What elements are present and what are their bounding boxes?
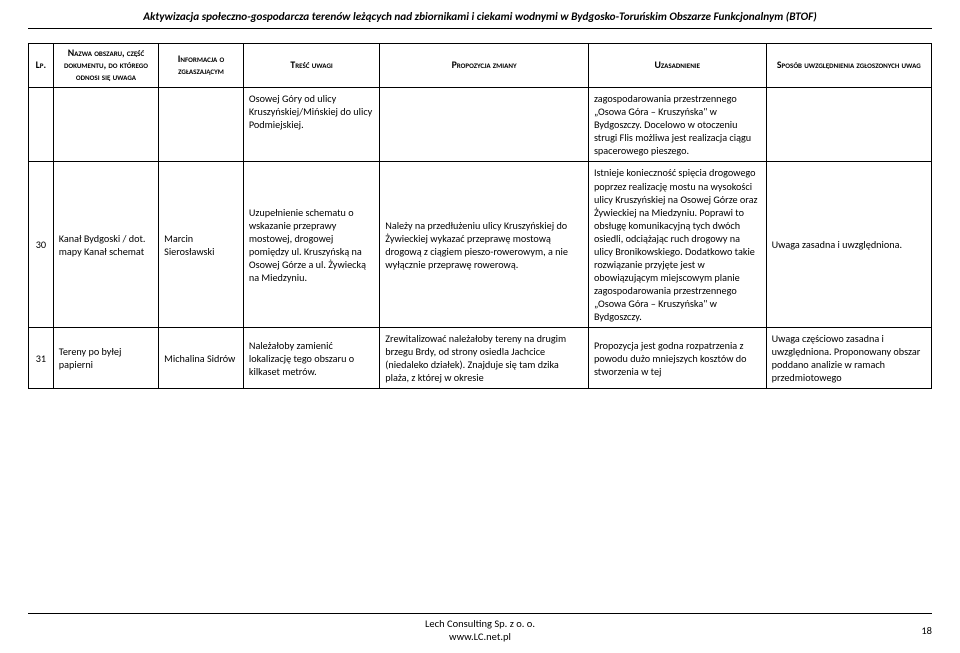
col-tresc: Treść uwagi (243, 44, 379, 88)
cell-nazwa: Kanał Bydgoski / dot. mapy Kanał schemat (53, 162, 158, 328)
cell-prop: Zrewitalizować należałoby tereny na drug… (380, 328, 589, 389)
table-row: Osowej Góry od ulicy Kruszyńskiej/Miński… (29, 88, 932, 162)
cell-info: Michalina Sidrów (159, 328, 244, 389)
col-nazwa: Nazwa obszaru, część dokumentu, do które… (53, 44, 158, 88)
cell-uzas: zagospodarowania przestrzennego „Osowa G… (588, 88, 766, 162)
table-header-row: Lp. Nazwa obszaru, część dokumentu, do k… (29, 44, 932, 88)
page: Aktywizacja społeczno-gospodarcza terenó… (0, 0, 960, 653)
cell-tresc: Należałoby zamienić lokalizację tego obs… (243, 328, 379, 389)
cell-nazwa: Tereny po byłej papierni (53, 328, 158, 389)
comments-table: Lp. Nazwa obszaru, część dokumentu, do k… (28, 43, 932, 389)
cell-nazwa (53, 88, 158, 162)
page-footer: Lech Consulting Sp. z o. o. www.LC.net.p… (0, 613, 960, 643)
cell-tresc: Osowej Góry od ulicy Kruszyńskiej/Miński… (243, 88, 379, 162)
page-number: 18 (921, 624, 932, 637)
table-row: 31 Tereny po byłej papierni Michalina Si… (29, 328, 932, 389)
document-title: Aktywizacja społeczno-gospodarcza terenó… (28, 10, 932, 29)
col-prop: Propozycja zmiany (380, 44, 589, 88)
cell-prop: Należy na przedłużeniu ulicy Kruszyńskie… (380, 162, 589, 328)
cell-sposob (766, 88, 931, 162)
footer-rule (28, 613, 932, 614)
col-sposob: Sposób uwzględnienia zgłoszonych uwag (766, 44, 931, 88)
cell-info (159, 88, 244, 162)
cell-lp: 31 (29, 328, 54, 389)
cell-sposob: Uwaga zasadna i uwzględniona. (766, 162, 931, 328)
cell-uzas: Propozycja jest godna rozpatrzenia z pow… (588, 328, 766, 389)
cell-tresc: Uzupełnienie schematu o wskazanie przepr… (243, 162, 379, 328)
footer-url: www.LC.net.pl (0, 630, 960, 643)
cell-uzas: Istnieje konieczność spięcia drogowego p… (588, 162, 766, 328)
col-uzas: Uzasadnienie (588, 44, 766, 88)
col-info: Informacja o zgłaszającym (159, 44, 244, 88)
cell-sposob: Uwaga częściowo zasadna i uwzględniona. … (766, 328, 931, 389)
cell-info: Marcin Sierosławski (159, 162, 244, 328)
cell-lp (29, 88, 54, 162)
cell-prop (380, 88, 589, 162)
cell-lp: 30 (29, 162, 54, 328)
footer-company: Lech Consulting Sp. z o. o. (0, 617, 960, 630)
table-row: 30 Kanał Bydgoski / dot. mapy Kanał sche… (29, 162, 932, 328)
col-lp: Lp. (29, 44, 54, 88)
